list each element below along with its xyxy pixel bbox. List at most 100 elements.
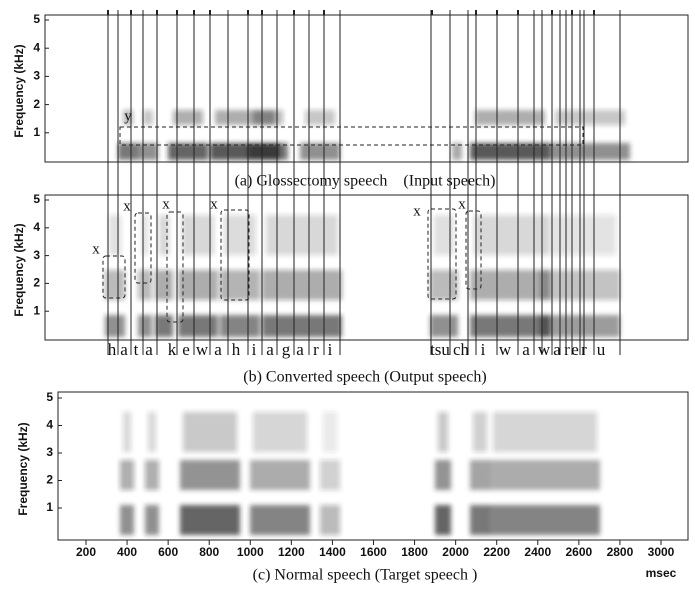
energy — [138, 315, 152, 337]
annotation-box — [427, 208, 457, 300]
energy — [155, 270, 173, 300]
phoneme-label: w — [196, 340, 209, 359]
energy — [250, 460, 310, 490]
energy — [470, 460, 490, 490]
y-tick-label: 4 — [33, 220, 40, 234]
energy — [262, 270, 342, 300]
energy — [470, 505, 490, 535]
spectrogram-texture — [105, 110, 630, 535]
energy — [438, 412, 448, 452]
phoneme-label: r — [313, 340, 319, 359]
annotation-label: x — [162, 196, 170, 212]
y-axis-label: Frequency (kHz) — [12, 44, 26, 137]
y-tick-label: 3 — [33, 69, 40, 83]
energy — [253, 110, 283, 125]
energy — [159, 215, 169, 255]
energy — [452, 143, 462, 160]
energy — [105, 270, 125, 300]
x-tick-label: 400 — [117, 545, 137, 559]
phoneme-label: a — [553, 340, 561, 359]
energy — [490, 505, 600, 535]
energy — [220, 270, 260, 300]
phoneme-label: i — [252, 340, 257, 359]
phoneme-label: u — [597, 340, 606, 359]
y-tick-label: 1 — [46, 500, 53, 514]
energy — [123, 110, 133, 125]
energy — [123, 412, 131, 452]
energy — [180, 460, 240, 490]
energy — [180, 505, 240, 535]
x-tick-label: 2200 — [483, 545, 510, 559]
y-axis-label: Frequency (kHz) — [12, 223, 26, 316]
annotation-box — [220, 209, 250, 301]
x-tick-label: 2800 — [607, 545, 634, 559]
energy — [173, 110, 203, 125]
energy — [178, 270, 218, 300]
energy — [143, 110, 153, 125]
energy — [305, 110, 335, 125]
phoneme-label: e — [182, 340, 190, 359]
y-tick-label: 1 — [33, 125, 40, 139]
y-tick-label: 3 — [33, 248, 40, 262]
phoneme-label: a — [296, 340, 304, 359]
phoneme-label: i — [481, 340, 486, 359]
annotation-label: x — [92, 241, 100, 257]
phoneme-label: t — [134, 340, 139, 359]
annotation-label: x — [210, 196, 218, 212]
energy — [109, 215, 121, 255]
energy — [248, 143, 288, 160]
caption: (c) Normal speech (Target speech ) — [253, 567, 478, 584]
y-axis-label: Frequency (kHz) — [16, 422, 30, 515]
energy — [550, 143, 630, 160]
energy — [435, 460, 451, 490]
y-tick-label: 2 — [33, 276, 40, 290]
phoneme-label: a — [120, 340, 128, 359]
energy — [320, 505, 340, 535]
caption: (a) Glossectomy speech (Input speech) — [235, 173, 496, 190]
energy — [148, 412, 156, 452]
energy — [473, 412, 487, 452]
x-tick-label: 3000 — [648, 545, 675, 559]
energy — [250, 505, 310, 535]
phoneme-label: a — [145, 340, 153, 359]
annotation-boxes — [102, 126, 584, 323]
labels: 5 4 3 2 1 Frequency (kHz) (a) Glossectomy spee… — [12, 12, 676, 584]
annotation-label: x — [123, 198, 131, 214]
panel-frame — [44, 14, 689, 163]
annotation-box — [134, 212, 152, 284]
caption: (b) Converted speech (Output speech) — [243, 369, 486, 386]
y-tick-label: 1 — [33, 303, 40, 317]
phoneme-label: w — [499, 340, 512, 359]
energy — [220, 315, 260, 337]
x-tick-label: 1000 — [237, 545, 264, 559]
x-tick-label: 1800 — [401, 545, 428, 559]
energy — [300, 143, 340, 160]
annotation-box — [102, 255, 126, 299]
phoneme-label: r — [564, 340, 570, 359]
phoneme-label: r — [581, 340, 587, 359]
energy — [470, 315, 550, 337]
energy — [145, 460, 159, 490]
energy — [320, 460, 340, 490]
x-tick-label: 200 — [76, 545, 96, 559]
phoneme-label: a — [214, 340, 222, 359]
phoneme-label: i — [328, 340, 333, 359]
energy — [493, 412, 597, 452]
phoneme-label: k — [168, 340, 177, 359]
energy — [323, 412, 337, 452]
y-tick-label: 4 — [33, 40, 40, 54]
y-tick-label: 2 — [33, 97, 40, 111]
phoneme-label: h — [108, 340, 117, 359]
energy — [120, 460, 134, 490]
annotation-label: x — [413, 203, 421, 219]
energy — [118, 143, 138, 160]
x-tick-label: 2400 — [524, 545, 551, 559]
y-tick-label: 5 — [33, 192, 40, 206]
energy — [168, 143, 208, 160]
annotation-label: y — [124, 108, 132, 124]
x-tick-label: 1400 — [319, 545, 346, 559]
energy — [142, 215, 148, 255]
energy — [474, 215, 546, 255]
energy — [262, 315, 342, 337]
